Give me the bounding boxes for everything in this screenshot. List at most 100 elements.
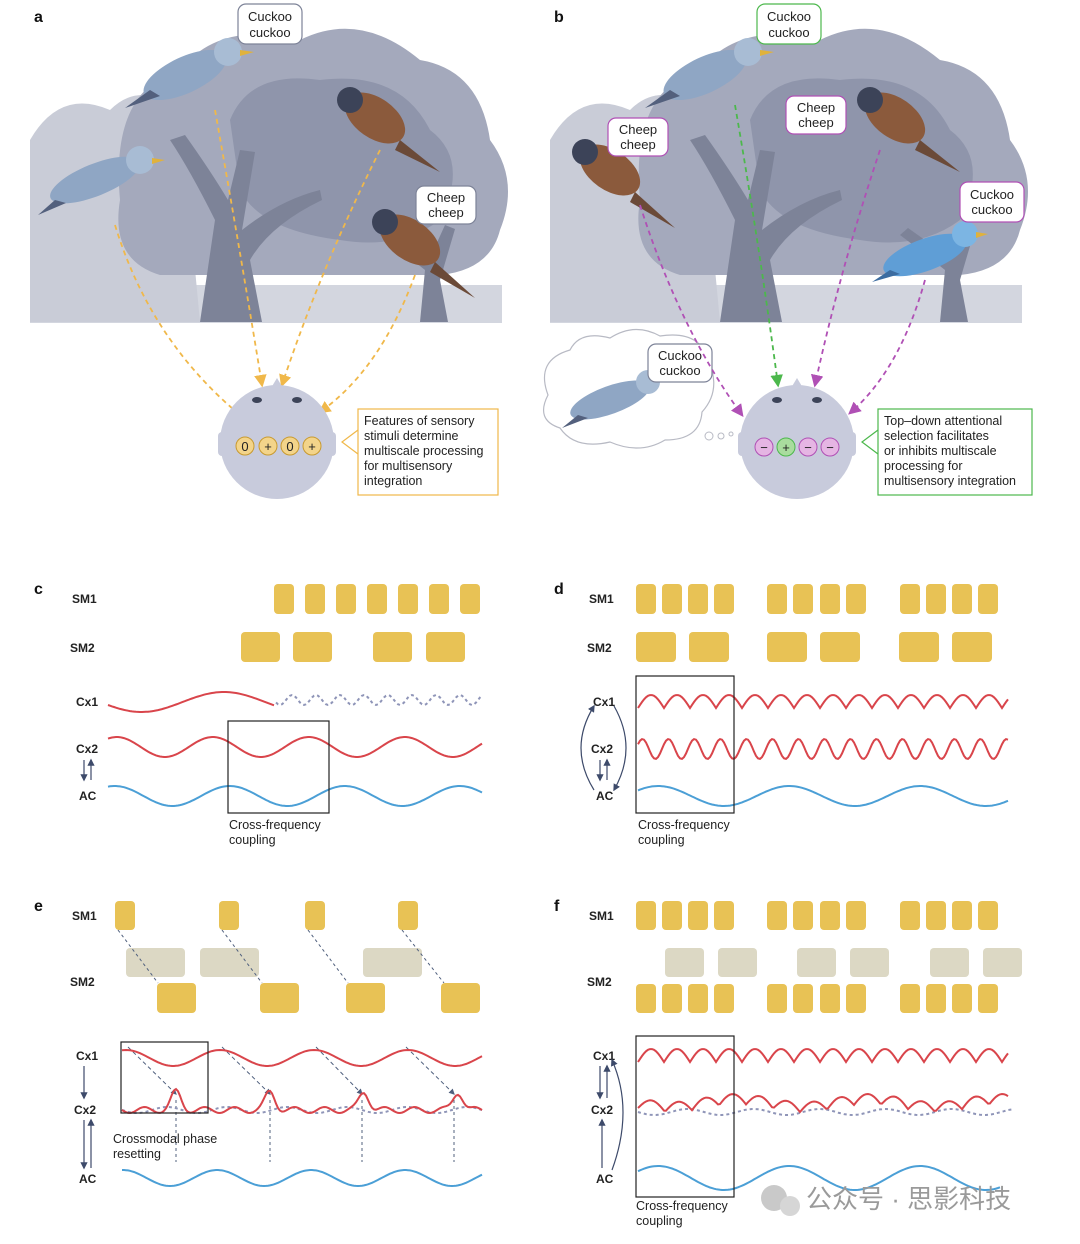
reset-link <box>117 929 159 984</box>
row-label-ac: AC <box>596 1172 614 1186</box>
panel-a-label: a <box>34 9 43 26</box>
cx2-wave <box>637 737 1009 760</box>
attention-arrows-b <box>639 104 926 418</box>
sm2-block-faded <box>363 948 422 977</box>
caption-line: resetting <box>113 1147 161 1161</box>
coupling-box <box>635 675 735 814</box>
sm2-block <box>688 984 708 1013</box>
head-sign: 0 <box>241 439 248 454</box>
cx1-wave <box>107 691 275 713</box>
sm2-block <box>767 632 807 662</box>
speech-line-2: cheep <box>620 137 655 152</box>
sm2-block <box>714 984 734 1013</box>
sm1-block <box>952 901 972 930</box>
sm2-block <box>767 984 787 1013</box>
caption-line: Crossmodal phase <box>113 1132 217 1146</box>
sm1-block <box>219 901 239 930</box>
sm2-block <box>793 984 813 1013</box>
cx2-wave <box>121 1087 483 1115</box>
row-label-sm1: SM1 <box>589 909 614 923</box>
sm1-block <box>688 584 708 614</box>
ac-wave <box>637 1165 1001 1191</box>
panel-d-label: d <box>554 581 564 598</box>
sm1-block <box>793 901 813 930</box>
note-line: integration <box>364 474 422 488</box>
sm1-block <box>767 584 787 614</box>
sm2-block <box>157 983 196 1013</box>
coupling-box <box>227 720 330 814</box>
speech-line-2: cuckoo <box>768 25 809 40</box>
speech-bubble-cheep: Cheep cheep <box>415 185 477 225</box>
cuckoo-bird-icon <box>38 146 165 215</box>
cx2-wave <box>107 736 483 758</box>
sm2-block-faded <box>930 948 969 977</box>
curved-arrow <box>613 705 627 792</box>
ac-wave <box>637 785 1009 807</box>
row-label-cx1: Cx1 <box>76 695 98 709</box>
sm2-block <box>241 632 280 662</box>
speech-line-2: cheep <box>428 205 463 220</box>
row-label-sm2: SM2 <box>70 975 95 989</box>
note-line: selection facilitates <box>884 429 989 443</box>
sm2-block <box>846 984 866 1013</box>
sm1-block <box>305 584 325 614</box>
caption-line: Cross-frequency <box>638 818 730 832</box>
cx1-wave <box>637 1048 1009 1064</box>
row-label-cx1: Cx1 <box>593 695 615 709</box>
speech-line-1: Cuckoo <box>970 187 1014 202</box>
sm1-block <box>662 584 682 614</box>
sm2-block <box>346 983 385 1013</box>
panel-e: e SM1 SM2 Cx1 Cx2 AC Crossmodal phase re… <box>34 898 483 1188</box>
panel-b-label: b <box>554 9 564 26</box>
speech-line-1: Cuckoo <box>767 9 811 24</box>
reset-link <box>221 929 263 984</box>
note-line: Features of sensory <box>364 414 475 428</box>
sm1-block <box>367 584 387 614</box>
row-label-cx2: Cx2 <box>591 1103 613 1117</box>
sm2-block-faded <box>718 948 757 977</box>
curved-arrow <box>611 1058 624 1171</box>
sm1-block <box>636 584 656 614</box>
sm1-block <box>820 584 840 614</box>
reset-link <box>307 929 349 984</box>
sm2-block-faded <box>200 948 259 977</box>
sm1-block <box>714 901 734 930</box>
cx2-wave <box>637 1092 1009 1114</box>
row-label-ac: AC <box>79 1172 97 1186</box>
row-label-sm1: SM1 <box>72 592 97 606</box>
sm2-block-faded <box>850 948 889 977</box>
sm1-block <box>900 901 920 930</box>
speech-bubble-cuckoo: Cuckoo cuckoo <box>237 3 303 45</box>
ac-wave <box>107 785 483 807</box>
panel-f-label: f <box>554 898 560 915</box>
sm1-block <box>115 901 135 930</box>
sparrow-bird-icon <box>372 209 475 298</box>
caption-line: coupling <box>636 1214 683 1228</box>
note-line: multisensory integration <box>884 474 1016 488</box>
caption-line: Cross-frequency <box>229 818 321 832</box>
sparrow-bird-icon <box>572 139 675 228</box>
caption-line: coupling <box>229 833 276 847</box>
cuckoo-bird-icon <box>125 38 254 108</box>
sm1-block <box>274 584 294 614</box>
row-label-cx2: Cx2 <box>74 1103 96 1117</box>
note-line: processing for <box>884 459 963 473</box>
speech-line-2: cuckoo <box>659 363 700 378</box>
sm1-block <box>846 901 866 930</box>
speech-line-1: Cheep <box>797 100 835 115</box>
speech-bubble-cheep: Cheep cheep <box>785 95 847 135</box>
sm2-block <box>900 984 920 1013</box>
sm2-block <box>820 984 840 1013</box>
reset-arrow <box>405 1046 455 1095</box>
sparrow-bird-icon <box>857 87 960 172</box>
row-label-sm2: SM2 <box>70 641 95 655</box>
sm1-block <box>846 584 866 614</box>
note-line: stimuli determine <box>364 429 459 443</box>
sm1-block <box>900 584 920 614</box>
row-label-ac: AC <box>79 789 97 803</box>
curved-arrow <box>580 704 595 791</box>
speech-line-2: cheep <box>798 115 833 130</box>
speech-bubble-cheep: Cheep cheep <box>607 117 669 157</box>
tree-scene-a <box>30 28 508 323</box>
